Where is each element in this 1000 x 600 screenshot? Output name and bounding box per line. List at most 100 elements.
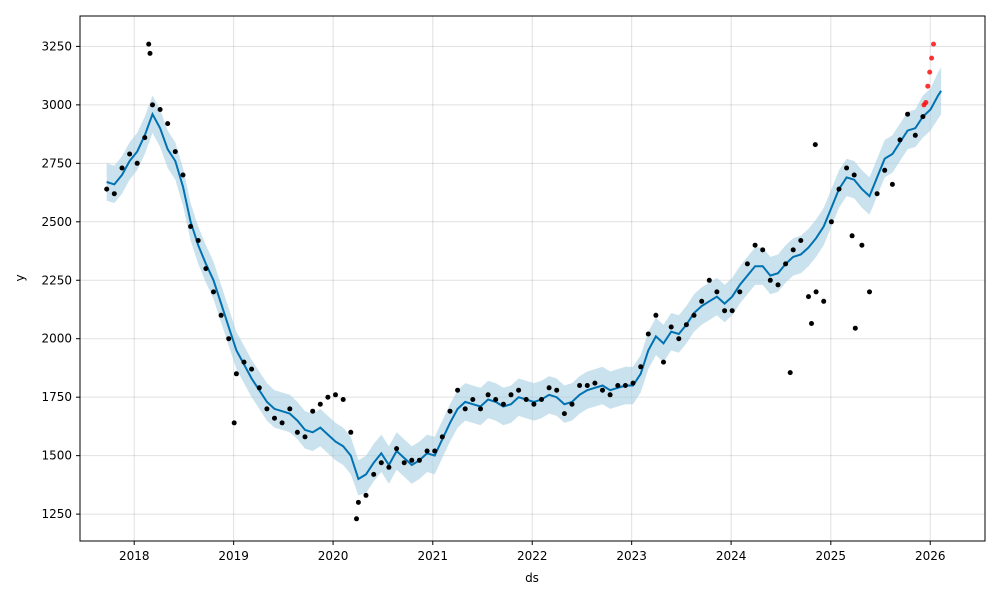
y-tick-label: 1250 — [41, 507, 72, 521]
observed-point — [478, 406, 483, 412]
observed-point — [683, 322, 689, 328]
observed-point — [180, 172, 186, 178]
y-tick-label: 2500 — [41, 215, 72, 229]
x-axis: 2018 2019 2020 2021 2022 2023 2024 2025 2026 — [119, 541, 946, 563]
observed-point — [333, 392, 338, 398]
observed-point — [630, 380, 636, 386]
observed-point — [249, 366, 255, 372]
observed-point — [516, 387, 522, 393]
y-tick-label: 3250 — [41, 39, 72, 53]
observed-point — [569, 401, 575, 407]
observed-point — [760, 247, 766, 253]
observed-point — [147, 50, 153, 56]
observed-point — [691, 312, 697, 318]
observed-point — [767, 277, 773, 283]
observed-point — [882, 167, 888, 173]
observed-point — [134, 160, 140, 166]
observed-point — [849, 233, 855, 239]
observed-point — [378, 460, 384, 466]
recent-point — [927, 69, 933, 75]
observed-point — [256, 385, 262, 391]
observed-point — [809, 321, 814, 326]
observed-point — [226, 336, 232, 342]
observed-point — [470, 397, 476, 402]
observed-point — [546, 385, 552, 391]
observed-point — [523, 397, 529, 402]
observed-point — [310, 408, 316, 414]
y-tick-label: 2750 — [41, 156, 72, 170]
recent-points-group — [921, 41, 936, 108]
observed-point — [424, 448, 430, 454]
y-axis: 1250 1500 1750 2000 2250 2500 2750 3000 3250 — [41, 39, 80, 521]
observed-point — [592, 380, 598, 386]
observed-point — [790, 247, 796, 253]
observed-point — [775, 282, 781, 288]
observed-point — [912, 132, 918, 138]
observed-point — [150, 102, 155, 108]
x-tick-label: 2019 — [218, 549, 249, 563]
observed-point — [241, 359, 247, 365]
observed-point — [287, 406, 293, 412]
x-tick-label: 2022 — [517, 549, 548, 563]
observed-points-group — [104, 41, 926, 522]
observed-point — [233, 371, 239, 377]
gridlines — [80, 16, 985, 541]
uncertainty-band-group — [106, 67, 942, 496]
x-tick-label: 2024 — [716, 549, 747, 563]
recent-point — [931, 41, 936, 47]
observed-point — [348, 429, 354, 435]
x-tick-label: 2026 — [915, 549, 946, 563]
observed-point — [744, 261, 750, 267]
recent-point — [923, 100, 929, 105]
observed-point — [211, 289, 216, 295]
x-tick-label: 2021 — [418, 549, 449, 563]
observed-point — [142, 135, 148, 141]
uncertainty-band — [106, 67, 942, 496]
observed-point — [897, 137, 903, 143]
observed-point — [714, 289, 720, 295]
observed-point — [439, 434, 445, 440]
observed-point — [371, 471, 377, 477]
x-tick-label: 2018 — [119, 549, 150, 563]
observed-point — [416, 457, 422, 463]
observed-point — [172, 149, 178, 155]
observed-point — [386, 464, 392, 470]
observed-point — [806, 294, 811, 300]
observed-point — [500, 401, 506, 407]
observed-point — [812, 142, 818, 148]
y-tick-label: 2000 — [41, 332, 72, 346]
observed-point — [561, 411, 567, 417]
observed-point — [146, 41, 152, 47]
observed-point — [676, 336, 682, 342]
observed-point — [584, 383, 590, 388]
y-tick-label: 3000 — [41, 98, 72, 112]
observed-point — [363, 492, 369, 498]
observed-point — [340, 397, 346, 402]
recent-point — [929, 55, 935, 61]
observed-point — [401, 460, 407, 466]
observed-point — [828, 219, 834, 225]
observed-point — [638, 364, 644, 370]
observed-point — [645, 331, 651, 337]
y-tick-label: 2250 — [41, 273, 72, 287]
observed-point — [653, 312, 659, 318]
observed-point — [195, 238, 201, 243]
observed-point — [622, 383, 628, 388]
observed-point — [432, 448, 438, 454]
observed-point — [783, 261, 789, 267]
observed-point — [798, 238, 804, 243]
observed-point — [394, 446, 400, 452]
observed-point — [188, 224, 194, 229]
y-axis-label: y — [13, 274, 27, 281]
y-tick-label: 1500 — [41, 449, 72, 463]
observed-point — [554, 387, 560, 393]
observed-point — [104, 186, 110, 192]
observed-point — [699, 298, 705, 304]
observed-point — [867, 289, 872, 295]
observed-point — [706, 277, 712, 283]
observed-point — [294, 429, 300, 435]
observed-point — [729, 308, 735, 314]
observed-point — [752, 242, 758, 248]
